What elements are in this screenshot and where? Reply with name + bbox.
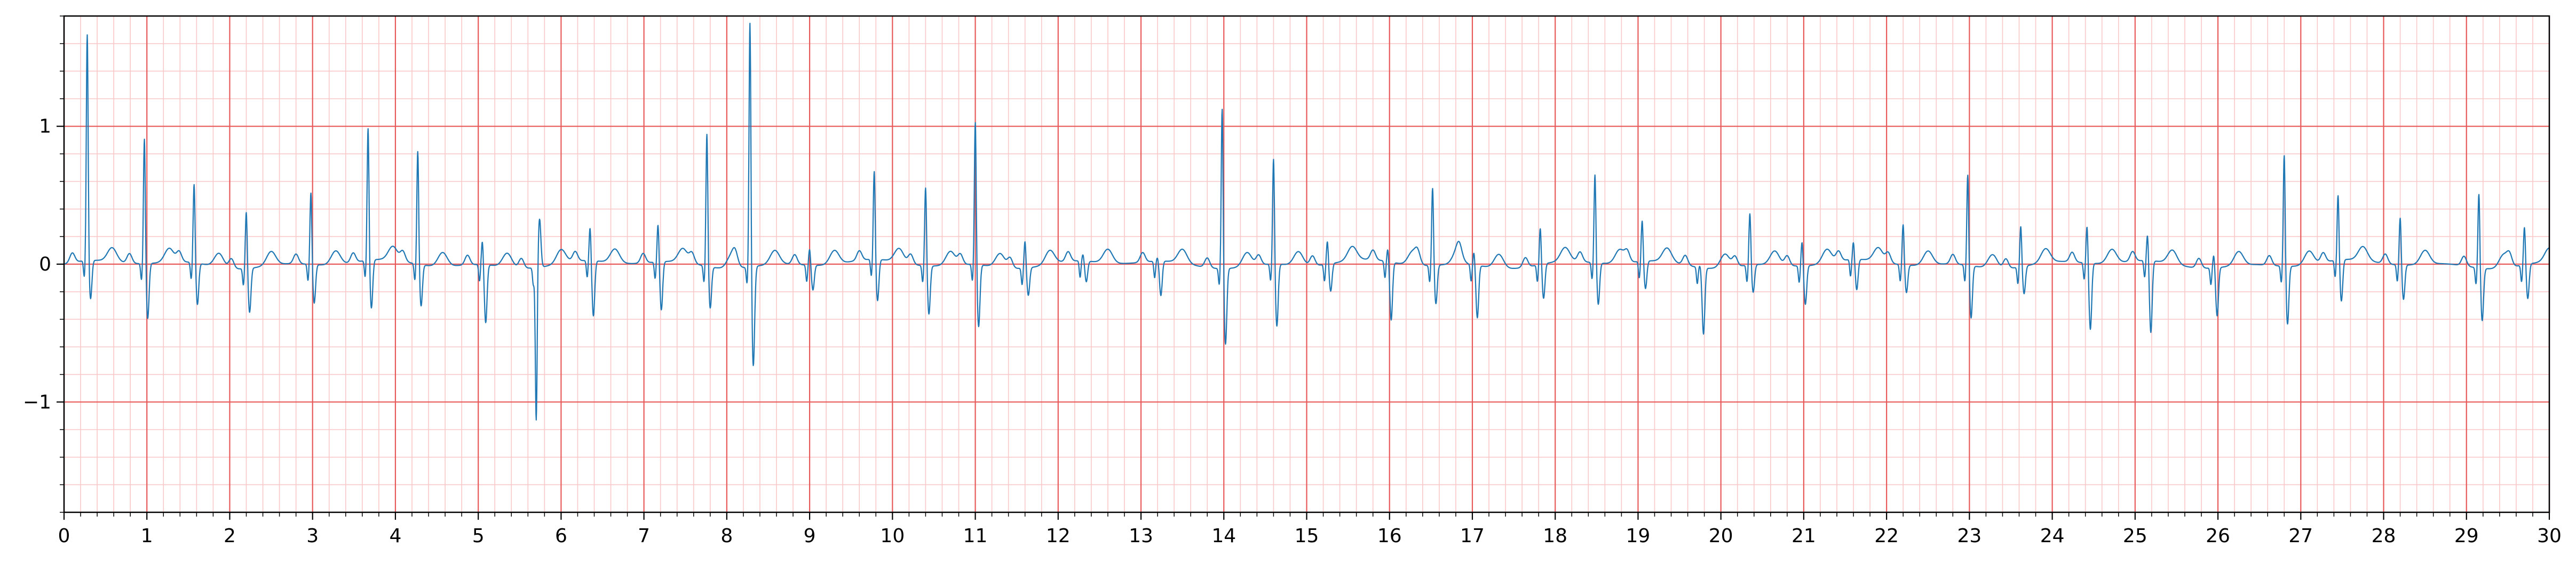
x-tick-label: 5 [472,525,485,547]
y-tick-label: 0 [39,253,51,275]
x-tick-label: 1 [141,525,153,547]
x-tick-label: 20 [1709,525,1733,547]
x-tick-label: 2 [224,525,236,547]
x-tick-label: 25 [2123,525,2147,547]
x-tick-label: 0 [58,525,70,547]
x-tick-label: 12 [1046,525,1071,547]
x-tick-label: 11 [963,525,988,547]
x-tick-label: 18 [1543,525,1567,547]
x-tick-label: 30 [2537,525,2562,547]
x-tick-label: 22 [1874,525,1899,547]
x-tick-label: 7 [638,525,650,547]
x-tick-label: 4 [389,525,401,547]
x-tick-label: 6 [555,525,567,547]
ecg-signal-line [64,22,2550,421]
x-tick-label: 26 [2206,525,2230,547]
x-tick-label: 8 [720,525,733,547]
x-tick-label: 29 [2454,525,2479,547]
x-tick-label: 21 [1792,525,1816,547]
x-tick-label: 27 [2288,525,2313,547]
x-tick-label: 3 [306,525,319,547]
x-tick-label: 13 [1129,525,1153,547]
x-tick-label: 19 [1626,525,1651,547]
x-tick-label: 24 [2040,525,2065,547]
major-grid [63,16,2550,512]
y-tick-label: 1 [39,116,51,138]
x-tick-label: 28 [2372,525,2396,547]
y-axis: −1 0 1 [23,15,64,513]
x-tick-label: 16 [1377,525,1402,547]
x-tick-label: 14 [1211,525,1236,547]
y-tick-label: −1 [23,391,51,413]
x-tick-label: 17 [1460,525,1485,547]
x-tick-label: 23 [1957,525,1981,547]
x-tick-label: 15 [1295,525,1319,547]
x-axis: 0 1 2 3 4 5 6 7 8 9 10 11 12 13 14 15 16 17 18 19 20 21 22 23 24… [58,512,2562,547]
x-tick-label: 9 [804,525,816,547]
x-tick-label: 10 [880,525,905,547]
